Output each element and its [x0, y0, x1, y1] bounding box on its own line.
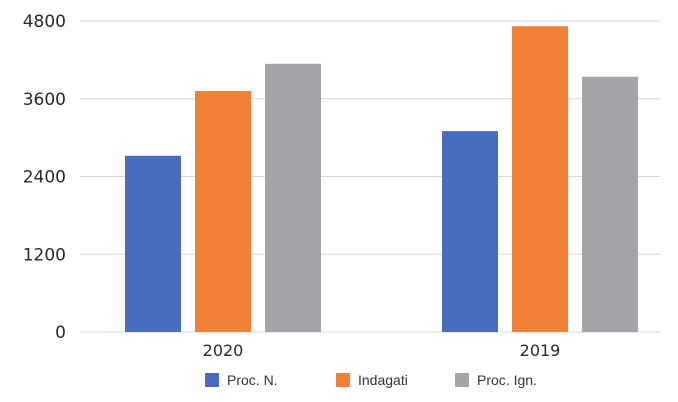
x-tick-label: 2019 [520, 341, 561, 360]
bar [512, 26, 568, 333]
legend-item-proc-n: Proc. N. [205, 372, 278, 388]
legend-swatch [455, 373, 469, 387]
legend-label: Proc. N. [227, 372, 278, 388]
y-tick-label: 2400 [23, 168, 66, 188]
bar [442, 131, 498, 332]
y-tick-label: 0 [55, 323, 66, 343]
x-axis-ticks: 2020 2019 [203, 341, 561, 360]
x-tick-label: 2020 [203, 341, 244, 360]
legend: Proc. N. Indagati Proc. Ign. [0, 372, 678, 396]
legend-item-indagati: Indagati [336, 372, 408, 388]
y-tick-label: 3600 [23, 90, 66, 110]
legend-swatch [336, 373, 350, 387]
legend-swatch [205, 373, 219, 387]
y-tick-label: 4800 [23, 12, 66, 32]
y-tick-label: 1200 [23, 245, 66, 265]
bars [125, 26, 638, 333]
bar [195, 90, 251, 332]
bar [582, 76, 638, 333]
legend-item-proc-ign: Proc. Ign. [455, 372, 537, 388]
y-axis-ticks: 0 1200 2400 3600 4800 [23, 12, 66, 343]
bar [125, 155, 181, 332]
bar [265, 63, 321, 332]
legend-label: Proc. Ign. [477, 372, 537, 388]
legend-label: Indagati [358, 372, 408, 388]
